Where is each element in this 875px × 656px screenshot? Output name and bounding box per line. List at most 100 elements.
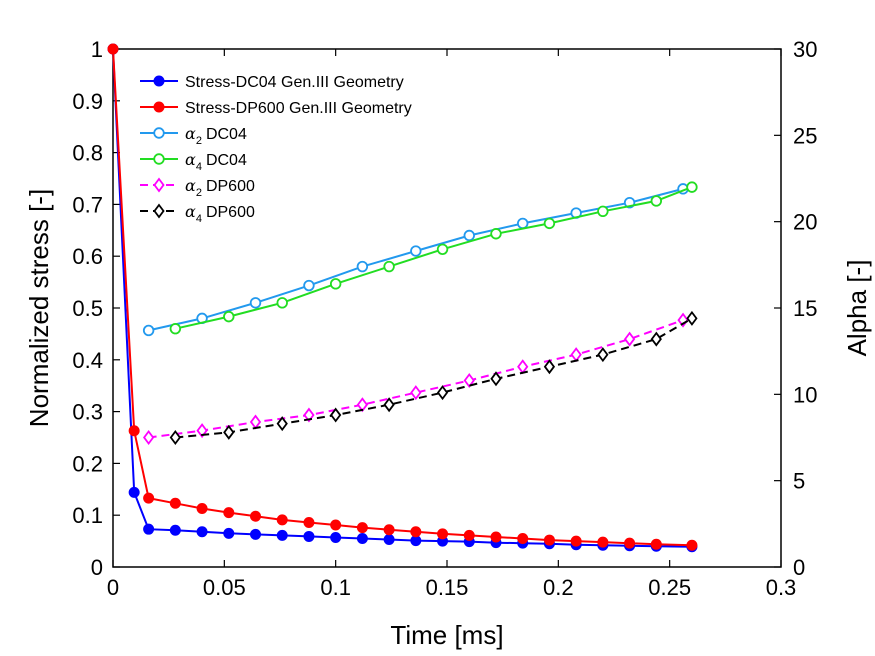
data-point (410, 526, 422, 538)
series-1 (107, 43, 698, 551)
legend-item: Stress-DC04 Gen.III Geometry (140, 74, 404, 91)
data-point (517, 359, 529, 375)
legend-item: α4 DC04 (140, 150, 247, 173)
data-point (570, 347, 582, 363)
data-point (330, 407, 342, 423)
data-point (463, 373, 475, 389)
legend-item: α2 DP600 (140, 176, 255, 199)
data-point (597, 205, 609, 218)
data-point (223, 310, 235, 323)
data-point (650, 195, 663, 207)
data-point (686, 310, 698, 326)
data-point (436, 243, 449, 255)
legend-item: Stress-DP600 Gen.III Geometry (140, 100, 412, 117)
data-point (250, 510, 262, 522)
data-point (650, 331, 662, 347)
data-point (463, 229, 475, 242)
y-tick-label: 0.7 (72, 192, 103, 217)
data-point (686, 181, 698, 193)
data-point (249, 414, 262, 430)
data-point (543, 217, 556, 230)
data-point (128, 425, 140, 437)
data-point (463, 529, 475, 541)
data-point (623, 331, 636, 347)
data-point (223, 424, 235, 440)
legend-item: α2 DC04 (140, 124, 247, 147)
data-point (597, 347, 609, 363)
legend-label: Stress-DC04 Gen.III Geometry (185, 74, 404, 91)
x-tick-label: 0 (107, 575, 119, 600)
data-point (383, 397, 395, 413)
data-point (169, 323, 182, 335)
data-point (517, 533, 529, 545)
data-point (223, 507, 235, 519)
y-tick-label: 0.8 (72, 141, 103, 166)
series-4 (143, 312, 689, 445)
data-point (143, 430, 155, 445)
data-point (169, 430, 181, 445)
legend-marker (153, 75, 165, 87)
data-point (686, 539, 698, 551)
y2-tick-label: 30 (793, 37, 817, 62)
data-point (143, 492, 155, 504)
legend-marker (153, 203, 165, 219)
x-tick-label: 0.05 (203, 575, 246, 600)
y-tick-label: 0 (91, 555, 103, 580)
data-point (570, 535, 582, 547)
y2-tick-label: 10 (793, 382, 817, 407)
series-line (148, 319, 684, 439)
series-2 (142, 183, 689, 337)
data-point (249, 297, 262, 309)
data-point (517, 217, 529, 230)
series-line (112, 48, 692, 547)
data-point (196, 526, 208, 538)
data-point (196, 423, 208, 439)
data-point (410, 245, 422, 257)
legend-label: Stress-DP600 Gen.III Geometry (185, 100, 412, 117)
data-point (276, 297, 288, 309)
y-tick-label: 0.1 (72, 503, 103, 528)
data-point (356, 522, 368, 534)
data-point (597, 536, 609, 548)
data-point (276, 529, 288, 541)
data-point (303, 516, 315, 528)
data-point (356, 260, 369, 273)
y-tick-label: 0.3 (72, 400, 103, 425)
series-layer (107, 43, 698, 553)
data-point (142, 324, 155, 337)
x-tick-label: 0.1 (320, 575, 351, 600)
legend-item: α4 DP600 (140, 202, 255, 225)
legend-label: α4 DC04 (185, 150, 247, 173)
data-point (436, 385, 449, 401)
legend-marker (153, 153, 165, 165)
data-point (330, 531, 342, 543)
legend-label: α2 DC04 (185, 124, 247, 147)
y-tick-label: 0.4 (72, 348, 103, 373)
x-tick-label: 0.15 (426, 575, 469, 600)
data-point (303, 530, 315, 542)
data-point (410, 385, 422, 401)
data-point (303, 279, 315, 292)
y-axis-label: Normalized stress [-] (24, 189, 54, 427)
data-point (196, 502, 208, 514)
y2-tick-label: 20 (793, 210, 817, 235)
y2-tick-label: 5 (793, 469, 805, 494)
y-tick-label: 0.5 (72, 296, 103, 321)
data-point (143, 523, 155, 535)
legend-label: α2 DP600 (185, 176, 255, 199)
legend: Stress-DC04 Gen.III Geometry Stress-DP600… (140, 74, 412, 225)
series-3 (169, 181, 698, 335)
data-point (383, 524, 395, 536)
data-point (329, 278, 342, 290)
y-tick-label: 0.9 (72, 89, 103, 114)
data-point (383, 260, 395, 273)
y-tick-label: 0.2 (72, 451, 103, 476)
x-tick-label: 0.3 (766, 575, 797, 600)
data-point (543, 534, 555, 546)
data-point (490, 531, 502, 543)
data-point (330, 519, 342, 531)
y2-axis-label: Alpha [-] (842, 260, 872, 357)
y-tick-label: 1 (91, 37, 103, 62)
data-point (543, 359, 556, 375)
